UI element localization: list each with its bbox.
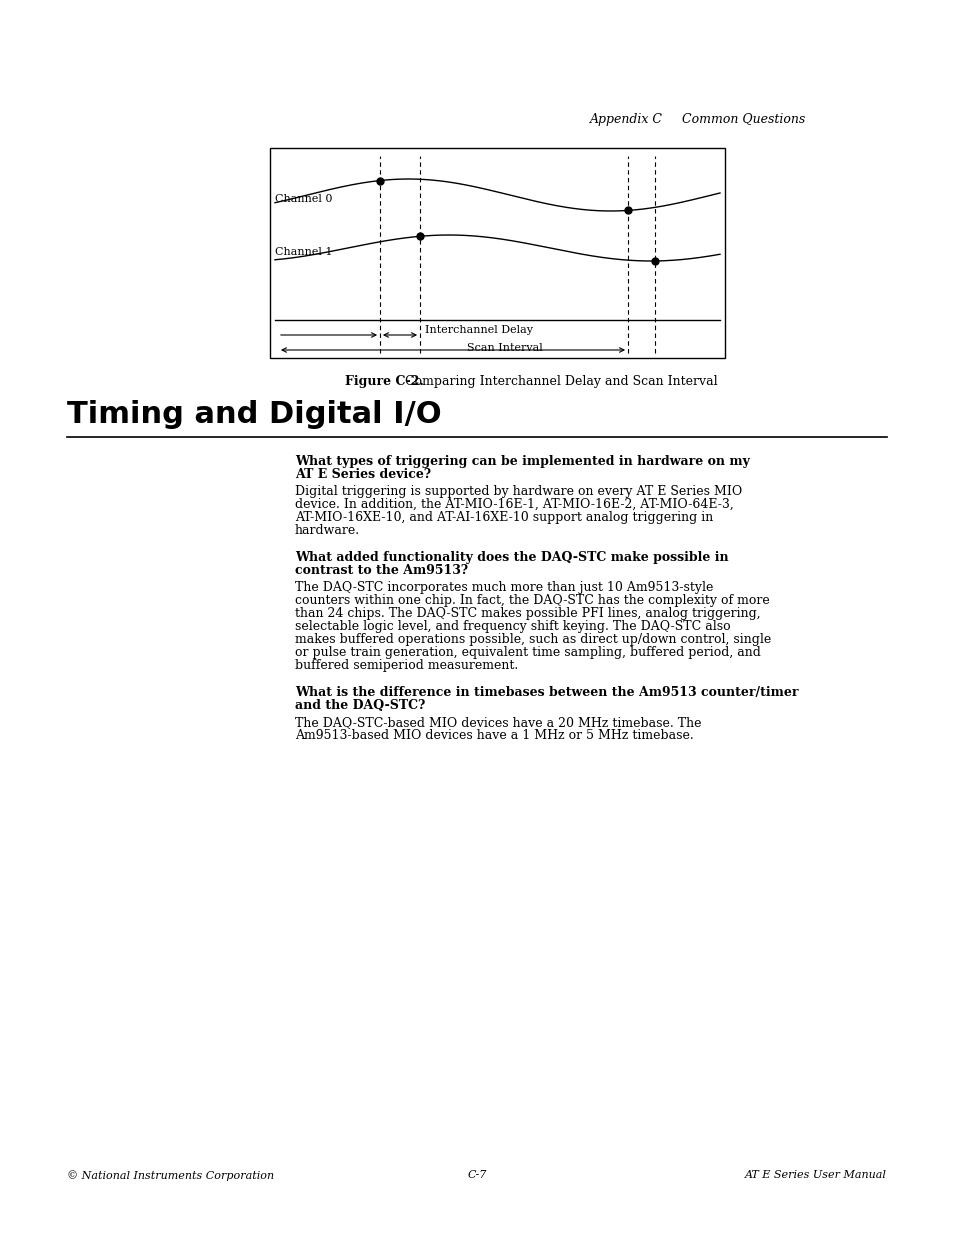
Text: counters within one chip. In fact, the DAQ-STC has the complexity of more: counters within one chip. In fact, the D… bbox=[294, 594, 769, 606]
Text: Digital triggering is supported by hardware on every AT E Series MIO: Digital triggering is supported by hardw… bbox=[294, 485, 741, 498]
Text: hardware.: hardware. bbox=[294, 524, 359, 537]
Bar bbox=[270, 148, 724, 358]
Text: Channel 0: Channel 0 bbox=[274, 194, 333, 204]
Text: C-7: C-7 bbox=[467, 1170, 486, 1179]
Text: What types of triggering can be implemented in hardware on my: What types of triggering can be implemen… bbox=[294, 454, 749, 468]
Text: The DAQ-STC-based MIO devices have a 20 MHz timebase. The: The DAQ-STC-based MIO devices have a 20 … bbox=[294, 716, 700, 729]
Text: Channel 1: Channel 1 bbox=[274, 247, 333, 257]
Text: Am9513-based MIO devices have a 1 MHz or 5 MHz timebase.: Am9513-based MIO devices have a 1 MHz or… bbox=[294, 729, 693, 742]
Text: contrast to the Am9513?: contrast to the Am9513? bbox=[294, 564, 468, 577]
Text: AT E Series User Manual: AT E Series User Manual bbox=[744, 1170, 886, 1179]
Text: or pulse train generation, equivalent time sampling, buffered period, and: or pulse train generation, equivalent ti… bbox=[294, 646, 760, 659]
Text: AT E Series device?: AT E Series device? bbox=[294, 468, 431, 480]
Text: © National Instruments Corporation: © National Instruments Corporation bbox=[67, 1170, 274, 1181]
Text: device. In addition, the AT-MIO-16E-1, AT-MIO-16E-2, AT-MIO-64E-3,: device. In addition, the AT-MIO-16E-1, A… bbox=[294, 498, 733, 511]
Text: selectable logic level, and frequency shift keying. The DAQ-STC also: selectable logic level, and frequency sh… bbox=[294, 620, 730, 634]
Text: Scan Interval: Scan Interval bbox=[467, 343, 542, 353]
Text: Comparing Interchannel Delay and Scan Interval: Comparing Interchannel Delay and Scan In… bbox=[396, 375, 717, 388]
Text: The DAQ-STC incorporates much more than just 10 Am9513-style: The DAQ-STC incorporates much more than … bbox=[294, 580, 713, 594]
Text: Interchannel Delay: Interchannel Delay bbox=[424, 325, 533, 335]
Text: AT-MIO-16XE-10, and AT-AI-16XE-10 support analog triggering in: AT-MIO-16XE-10, and AT-AI-16XE-10 suppor… bbox=[294, 511, 713, 524]
Text: Appendix C     Common Questions: Appendix C Common Questions bbox=[589, 112, 805, 126]
Text: Figure C-2.: Figure C-2. bbox=[345, 375, 423, 388]
Text: than 24 chips. The DAQ-STC makes possible PFI lines, analog triggering,: than 24 chips. The DAQ-STC makes possibl… bbox=[294, 606, 760, 620]
Text: and the DAQ-STC?: and the DAQ-STC? bbox=[294, 699, 425, 713]
Text: makes buffered operations possible, such as direct up/down control, single: makes buffered operations possible, such… bbox=[294, 634, 770, 646]
Text: Timing and Digital I/O: Timing and Digital I/O bbox=[67, 400, 441, 429]
Text: buffered semiperiod measurement.: buffered semiperiod measurement. bbox=[294, 659, 517, 672]
Text: What added functionality does the DAQ-STC make possible in: What added functionality does the DAQ-ST… bbox=[294, 551, 728, 564]
Text: What is the difference in timebases between the Am9513 counter/timer: What is the difference in timebases betw… bbox=[294, 685, 798, 699]
